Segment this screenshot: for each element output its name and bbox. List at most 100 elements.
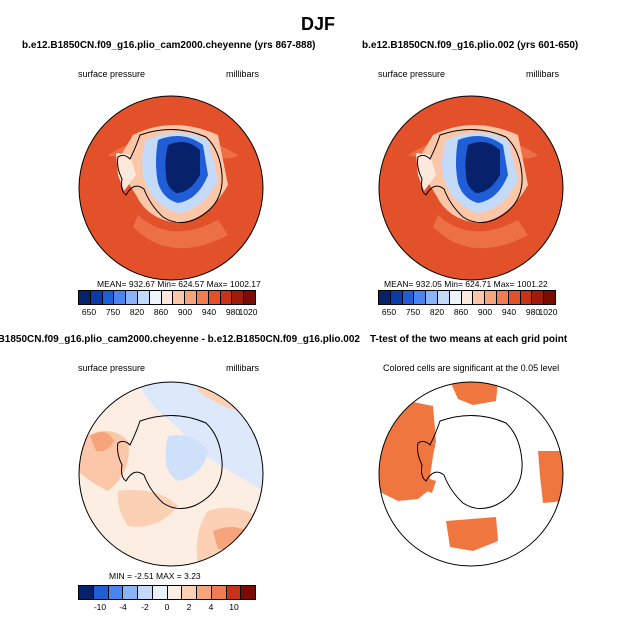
colorbar-swatch (90, 291, 103, 304)
panel2-colorbar-ticks: 650 750 820 860 900 940 980 1020 (378, 307, 558, 319)
colorbar-swatch (167, 586, 183, 599)
panel1-tick: 900 (177, 307, 193, 317)
panel3-stats: MIN = -2.51 MAX = 3.23 (109, 571, 201, 581)
colorbar-swatch (508, 291, 521, 304)
panel3-tick: -10 (93, 602, 107, 612)
panel2-tick: 820 (429, 307, 445, 317)
panel3-title: B1850CN.f09_g16.plio_cam2000.cheyenne - … (0, 334, 360, 345)
panel4-significant-region-north (450, 382, 498, 405)
panel2-tick: 1020 (538, 307, 558, 317)
panel2-map-border (378, 95, 564, 281)
panel4-antarctica-outline (417, 414, 523, 509)
panel2-colorbar (378, 290, 556, 305)
panel4-title: T-test of the two means at each grid poi… (370, 334, 568, 345)
panel4-significant-region-south (446, 517, 498, 551)
panel2-antarctica-outline (417, 128, 523, 223)
colorbar-swatch (532, 291, 545, 304)
colorbar-swatch (108, 586, 124, 599)
colorbar-swatch (544, 291, 555, 304)
colorbar-swatch (402, 291, 415, 304)
colorbar-swatch (244, 291, 255, 304)
colorbar-swatch (211, 586, 227, 599)
panel2-tick: 750 (405, 307, 421, 317)
panel4-significant-region-east (538, 451, 563, 503)
colorbar-swatch (126, 291, 138, 304)
colorbar-swatch (226, 586, 242, 599)
colorbar-swatch (473, 291, 486, 304)
panel1-tick: 820 (129, 307, 145, 317)
colorbar-swatch (197, 586, 212, 599)
colorbar-swatch (161, 291, 174, 304)
colorbar-swatch (182, 586, 197, 599)
panel3-positive-core-west (90, 432, 114, 452)
colorbar-swatch (114, 291, 127, 304)
panel2-tick: 940 (501, 307, 517, 317)
colorbar-swatch (414, 291, 427, 304)
panel2-left-label: surface pressure (378, 69, 446, 79)
panel3-positive-core-southeast (213, 527, 253, 550)
panel3-map (78, 381, 264, 567)
panel1-colorbar (78, 290, 256, 305)
panel1-tick: 650 (81, 307, 97, 317)
panel2-tick: 650 (381, 307, 397, 317)
panel3-tick: 2 (186, 602, 192, 612)
colorbar-swatch (496, 291, 509, 304)
colorbar-swatch (390, 291, 403, 304)
figure-title: DJF (300, 14, 335, 34)
colorbar-swatch (152, 586, 168, 599)
colorbar-swatch (149, 291, 162, 304)
colorbar-swatch (426, 291, 438, 304)
panel3-negative-core (165, 435, 208, 481)
panel1-map (78, 95, 264, 281)
panel1-tick: 750 (105, 307, 121, 317)
panel3-tick: -4 (119, 602, 127, 612)
panel2-tick: 900 (477, 307, 493, 317)
colorbar-swatch (79, 291, 91, 304)
panel1-left-label: surface pressure (78, 69, 146, 79)
panel1-plateau-core (165, 141, 200, 193)
panel3-antarctica-outline (117, 414, 223, 509)
panel3-positive-region-west (79, 431, 129, 491)
colorbar-swatch (220, 291, 233, 304)
panel2-peninsula (416, 153, 436, 191)
colorbar-swatch (449, 291, 462, 304)
panel2-stats: MEAN= 932.05 Min= 624.71 Max= 1001.22 (384, 279, 548, 289)
colorbar-swatch (173, 291, 186, 304)
panel2-tick: 860 (453, 307, 469, 317)
panel3-colorbar-ticks: -10 -4 -2 0 2 4 10 (78, 602, 256, 614)
colorbar-swatch (196, 291, 209, 304)
colorbar-swatch (138, 586, 153, 599)
panel1-tick: 860 (153, 307, 169, 317)
panel1-peninsula (116, 153, 136, 191)
panel3-tick: 10 (229, 602, 239, 612)
panel3-colorbar (78, 585, 256, 600)
panel1-antarctica-outline (117, 128, 223, 223)
colorbar-swatch (437, 291, 450, 304)
colorbar-swatch (461, 291, 474, 304)
panel2-map (378, 95, 564, 281)
panel2-right-label: millibars (526, 69, 560, 79)
colorbar-swatch (102, 291, 115, 304)
colorbar-swatch (185, 291, 197, 304)
colorbar-swatch (520, 291, 533, 304)
panel1-tick: 1020 (238, 307, 258, 317)
panel1-title: b.e12.B1850CN.f09_g16.plio_cam2000.cheye… (22, 40, 316, 51)
colorbar-swatch (208, 291, 221, 304)
panel1-map-border (78, 95, 264, 281)
panel2-subpolar-band-south (433, 215, 528, 249)
panel3-tick: 4 (208, 602, 214, 612)
panel4-label: Colored cells are significant at the 0.0… (383, 363, 560, 373)
panel1-subpolar-band-south (133, 215, 228, 249)
panel3-tick: -2 (141, 602, 149, 612)
panel3-right-label: millibars (226, 363, 260, 373)
panel2-title: b.e12.B1850CN.f09_g16.plio.002 (yrs 601-… (362, 40, 579, 51)
panel1-right-label: millibars (226, 69, 260, 79)
panel4-map-border (378, 381, 564, 567)
panel1-tick: 940 (201, 307, 217, 317)
panel1-tick: 980 (225, 307, 241, 317)
colorbar-swatch (123, 586, 138, 599)
colorbar-swatch (379, 291, 391, 304)
panel3-tick: 0 (164, 602, 170, 612)
colorbar-swatch (93, 586, 109, 599)
panel2-plateau-core (465, 141, 500, 193)
